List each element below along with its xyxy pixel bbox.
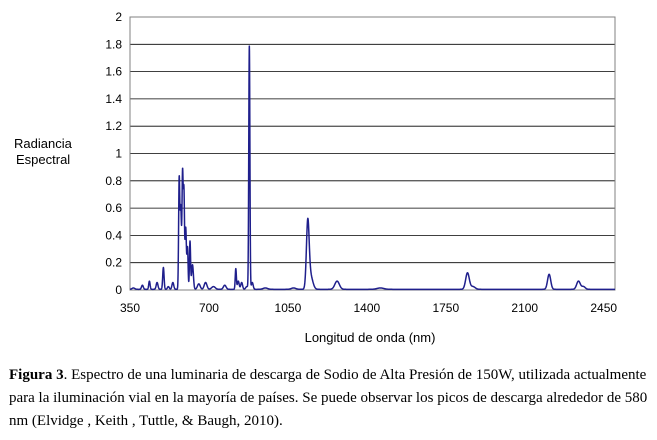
x-axis-label: Longitud de onda (nm) [305,330,436,345]
y-tick-label: 0.2 [105,256,122,270]
y-tick-label: 1 [115,147,122,161]
y-tick-label: 0 [115,283,122,297]
x-tick-label: 1750 [432,301,459,315]
x-axis-tick-labels: 350 700 1050 1400 1750 2100 2450 [120,301,617,315]
y-axis-label-line-2: Espectral [16,152,70,167]
y-tick-label: 0.4 [105,228,122,242]
y-tick-label: 1.4 [105,92,122,106]
x-tick-label: 700 [199,301,219,315]
y-tick-label: 2 [115,10,122,24]
y-tick-label: 0.6 [105,201,122,215]
figure-caption-label: Figura 3 [9,367,64,383]
x-tick-label: 350 [120,301,140,315]
figure-caption-text: . Espectro de una luminaria de descarga … [9,367,648,429]
y-axis-label-line-1: Radiancia [14,136,73,151]
x-tick-label: 1050 [275,301,302,315]
grid-lines [130,43,615,264]
y-tick-label: 0.8 [105,174,122,188]
y-tick-label: 1.2 [105,119,122,133]
y-tick-label: 1.8 [105,37,122,51]
y-tick-label: 1.6 [105,65,122,79]
x-tick-label: 1400 [354,301,381,315]
plot-frame [129,16,616,291]
spectrum-series-line [129,45,616,291]
spectrum-chart: 0 0.2 0.4 0.6 0.8 1 1.2 1.4 1.6 1.8 2 350 700 1050 14… [14,10,617,345]
y-axis-tick-labels: 0 0.2 0.4 0.6 0.8 1 1.2 1.4 1.6 1.8 2 [105,10,122,297]
x-tick-label: 2100 [511,301,538,315]
x-tick-label: 2450 [590,301,617,315]
figure-caption: Figura 3. Espectro de una luminaria de d… [9,364,649,433]
